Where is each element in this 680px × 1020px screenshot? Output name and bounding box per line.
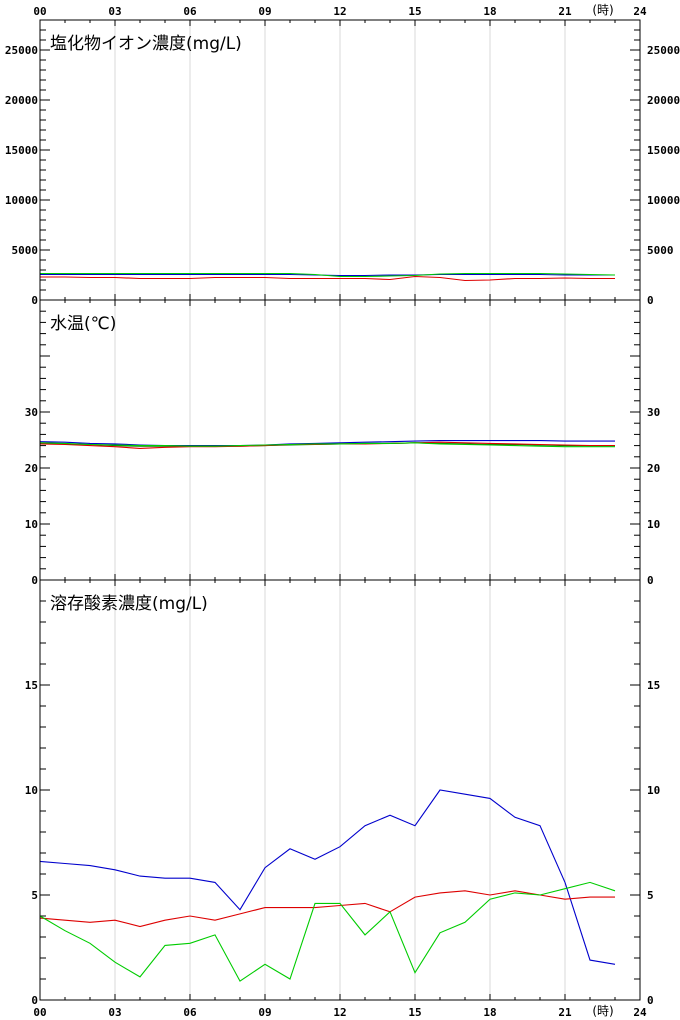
x-axis-top-labels: 00 03 06 09 12 15 18 21 24 (時) <box>33 3 647 18</box>
x-axis-bottom-labels: 00 03 06 09 12 15 18 21 24 (時) <box>33 1004 647 1019</box>
panel-title: 溶存酸素濃度(mg/L) <box>50 594 208 614</box>
y-tick-label-right: 15000 <box>647 144 680 157</box>
y-tick-label-left: 15000 <box>5 144 38 157</box>
y-tick-label-right: 0 <box>647 574 654 587</box>
y-tick-label-right: 30 <box>647 406 660 419</box>
x-unit-label-top: (時) <box>592 3 613 17</box>
series-line <box>39 442 615 448</box>
y-tick-label-right: 20000 <box>647 94 680 107</box>
x-tick-label-bottom: 24 <box>633 1006 647 1019</box>
x-tick-label-top: 12 <box>333 5 346 18</box>
x-tick-label-top: 18 <box>483 5 496 18</box>
x-tick-label-top: 00 <box>33 5 46 18</box>
series-line <box>39 789 616 965</box>
x-tick-label-top: 21 <box>558 5 572 18</box>
y-tick-label-right: 0 <box>647 994 654 1007</box>
y-tick-label-left: 0 <box>31 294 38 307</box>
x-tick-label-top: 24 <box>633 5 647 18</box>
y-tick-label-right: 20 <box>647 462 660 475</box>
x-tick-label-bottom: 09 <box>258 1006 271 1019</box>
series-line <box>39 890 615 928</box>
series-line <box>39 881 616 982</box>
y-tick-label-left: 10 <box>25 518 38 531</box>
y-tick-label-left: 15 <box>25 679 38 692</box>
x-tick-label-bottom: 06 <box>183 1006 197 1019</box>
x-tick-label-bottom: 15 <box>408 1006 421 1019</box>
y-tick-label-left: 25000 <box>5 44 38 57</box>
series-line <box>39 440 615 447</box>
series-line <box>40 272 616 278</box>
x-tick-label-bottom: 21 <box>558 1006 572 1019</box>
chart-panel: 0 0 10 10 20 20 30 30 水温(℃) <box>25 299 660 587</box>
x-tick-label-bottom: 03 <box>108 1006 121 1019</box>
y-tick-label-left: 5 <box>31 889 38 902</box>
y-tick-label-right: 10 <box>647 784 660 797</box>
y-tick-label-right: 10000 <box>647 194 680 207</box>
y-tick-label-right: 10 <box>647 518 660 531</box>
y-tick-label-right: 5000 <box>647 244 674 257</box>
y-tick-label-left: 10 <box>25 784 38 797</box>
y-tick-label-left: 0 <box>31 574 38 587</box>
x-tick-label-top: 15 <box>408 5 421 18</box>
y-tick-label-right: 0 <box>647 294 654 307</box>
y-tick-label-right: 5 <box>647 889 654 902</box>
x-tick-label-top: 06 <box>183 5 197 18</box>
y-tick-label-left: 20000 <box>5 94 38 107</box>
y-tick-label-left: 0 <box>31 994 38 1007</box>
x-tick-label-top: 03 <box>108 5 121 18</box>
y-tick-label-right: 15 <box>647 679 660 692</box>
x-tick-label-top: 09 <box>258 5 271 18</box>
panel-title: 塩化物イオン濃度(mg/L) <box>50 34 242 54</box>
y-tick-label-left: 30 <box>25 406 38 419</box>
x-tick-label-bottom: 18 <box>483 1006 496 1019</box>
x-unit-label-bottom: (時) <box>592 1004 613 1018</box>
y-tick-label-left: 10000 <box>5 194 38 207</box>
x-tick-label-bottom: 00 <box>33 1006 46 1019</box>
chart-panel: 0 0 5000 5000 10000 10000 15000 15000 20000 20000… <box>5 19 680 307</box>
plot-frame <box>39 579 641 1001</box>
chart-panel: 0 0 5 5 10 10 15 15 溶存酸素濃度(mg/L) <box>25 579 660 1007</box>
x-tick-label-bottom: 12 <box>333 1006 346 1019</box>
y-tick-label-right: 25000 <box>647 44 680 57</box>
series-line <box>40 275 615 282</box>
y-tick-label-left: 20 <box>25 462 38 475</box>
y-tick-label-left: 5000 <box>12 244 39 257</box>
panel-title: 水温(℃) <box>50 314 116 334</box>
